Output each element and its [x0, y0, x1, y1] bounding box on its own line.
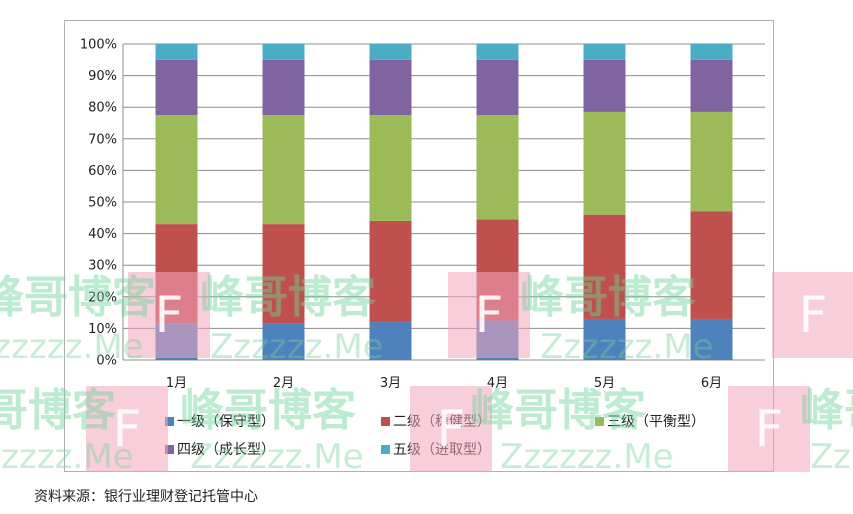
y-tick-label: 50% — [88, 196, 117, 211]
y-tick-label: 20% — [88, 290, 117, 305]
watermark-text-cn: 峰哥博客 — [200, 272, 376, 323]
bar-segment — [476, 115, 519, 220]
watermark-text-cn: 峰哥博客 — [520, 272, 696, 323]
legend-swatch — [165, 417, 174, 426]
legend-label: 一级（保守型） — [177, 414, 275, 430]
x-tick-label: 6月 — [701, 376, 722, 391]
watermark-text-cn: 峰哥博客 — [470, 385, 646, 436]
bar-segment — [583, 44, 626, 60]
y-tick-label: 100% — [80, 38, 117, 53]
bar-segment — [155, 59, 198, 116]
bar-segment — [476, 59, 519, 116]
bar-segment — [262, 44, 305, 60]
bar-segment — [583, 318, 626, 360]
legend-swatch — [595, 417, 604, 426]
bar-segment — [690, 211, 733, 319]
watermark-logo-box — [448, 272, 530, 358]
bar-segment — [262, 59, 305, 116]
y-tick-label: 70% — [88, 132, 117, 147]
watermark-text-en: Zzzzzz.Me — [540, 327, 714, 367]
legend-label: 三级（平衡型） — [607, 414, 705, 430]
x-tick-label: 2月 — [273, 376, 294, 391]
bar-segment — [155, 44, 198, 60]
bar-segment — [690, 59, 733, 112]
grid-lines — [123, 43, 765, 361]
bar-segment — [690, 318, 733, 360]
bar-segment — [690, 44, 733, 60]
watermark-logo-box — [410, 386, 492, 472]
x-tick-label: 1月 — [166, 376, 187, 391]
axes: 0% 10% 20% 30% 40% 50% 60% 70% 80% 90% 100% 1月 2月 3月 4… — [80, 38, 722, 392]
bar-segment — [583, 214, 626, 319]
watermark-text-en: Zzzzzz.Me — [810, 437, 853, 477]
legend-label: 四级（成长型） — [177, 442, 275, 458]
bar-segment — [369, 44, 412, 60]
bar-segment — [476, 44, 519, 60]
bar-segment — [369, 59, 412, 116]
legend-swatch — [381, 445, 390, 454]
legend-swatch — [165, 445, 174, 454]
bar-segment — [690, 111, 733, 212]
watermark-text-en: Zzzzzz.Me — [0, 327, 144, 367]
bar-segment — [583, 111, 626, 215]
watermark-text-en: Zzzzzz.Me — [500, 437, 674, 477]
bar-segment — [262, 224, 305, 324]
bar-segment — [583, 59, 626, 112]
y-tick-label: 80% — [88, 101, 117, 116]
y-tick-label: 90% — [88, 69, 117, 84]
bar-segment — [369, 115, 412, 221]
x-tick-label: 3月 — [380, 376, 401, 391]
bar-segment — [369, 220, 412, 323]
legend-swatch — [381, 417, 390, 426]
watermark-logo-box — [728, 386, 810, 472]
watermark-text-en: Zzzzzz.Me — [210, 327, 384, 367]
watermark-text-cn: 峰哥博客 — [180, 385, 356, 436]
watermark-text-en: Zzzzzz.Me — [190, 437, 364, 477]
x-tick-label: 4月 — [487, 376, 508, 391]
y-tick-label: 60% — [88, 164, 117, 179]
y-tick-label: 40% — [88, 227, 117, 242]
bar-segment — [262, 115, 305, 225]
bar-segment — [262, 323, 305, 360]
bar-segment — [155, 115, 198, 225]
y-tick-label: 10% — [88, 322, 117, 337]
watermark-logo-box — [772, 272, 853, 358]
x-tick-label: 5月 — [594, 376, 615, 391]
bar-segment — [369, 322, 412, 360]
watermark-logo-box — [86, 386, 168, 472]
y-tick-label: 30% — [88, 259, 117, 274]
source-note: 资料来源：银行业理财登记托管中心 — [34, 489, 258, 505]
watermark-logo-box — [128, 272, 210, 358]
y-tick-label: 0% — [96, 354, 117, 369]
